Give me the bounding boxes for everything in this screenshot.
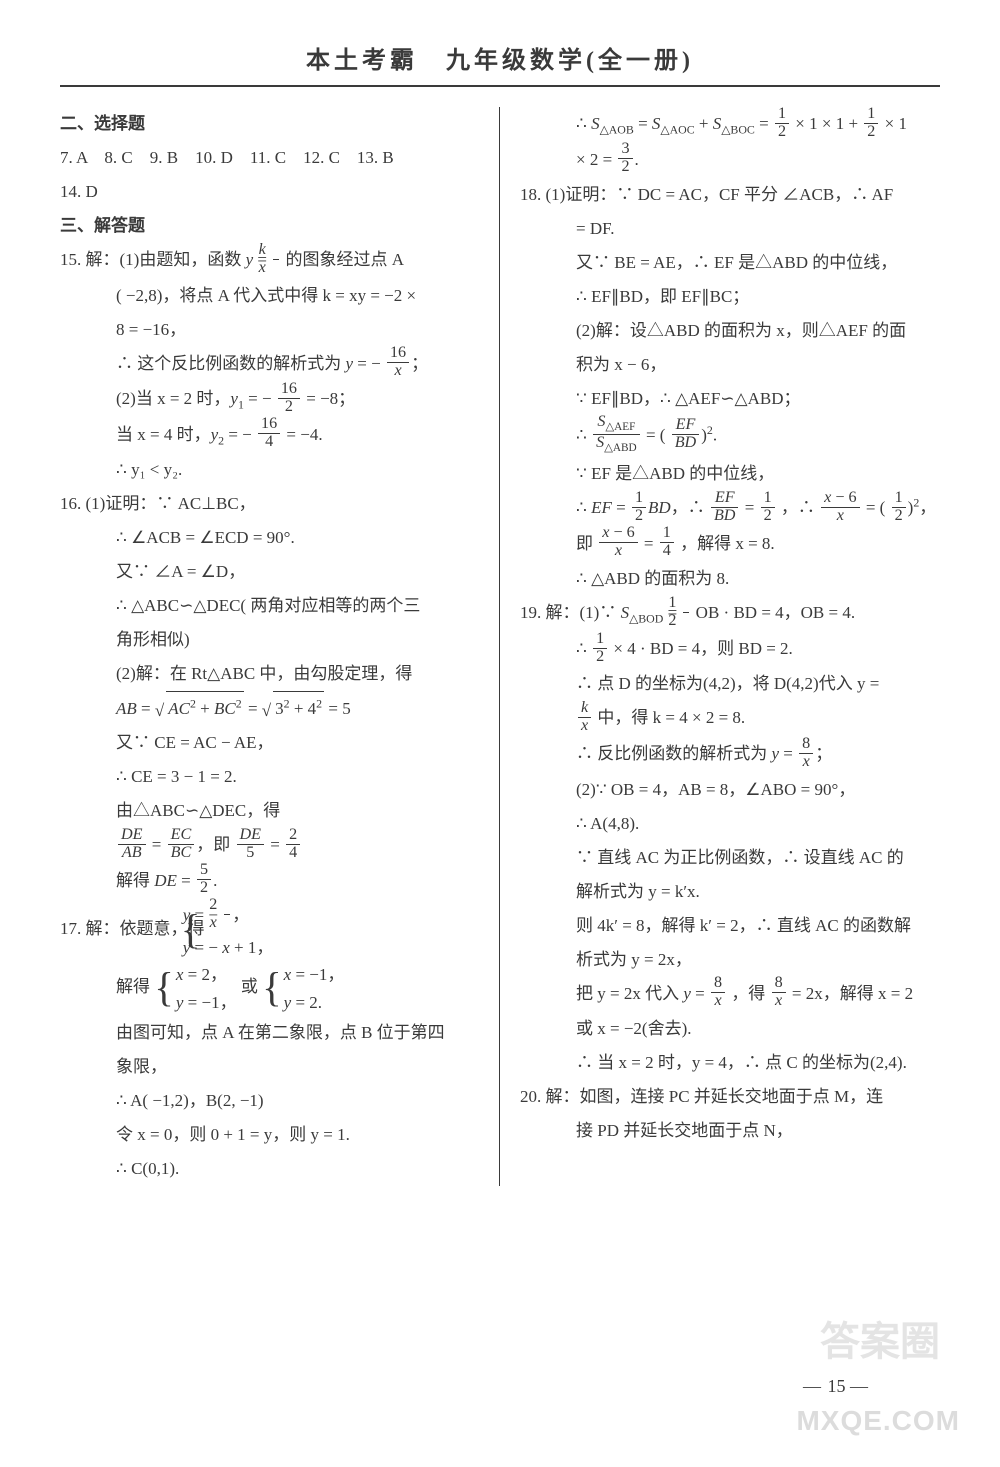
fraction: 52 xyxy=(197,862,211,897)
fraction: 12 xyxy=(864,106,878,141)
mc-answers-1: 7. A 8. C 9. B 10. D 11. C 12. C 13. B xyxy=(60,141,479,175)
q16-line4: ∴ △ABC∽△DEC( 两角对应相等的两个三 xyxy=(60,589,479,623)
q20-line1: 20. 解：如图，连接 PC 并延长交地面于点 M，连 xyxy=(520,1080,940,1114)
q15-line4: ∴ 这个反比例函数的解析式为 y = − 16x； xyxy=(60,347,479,383)
equation-system: { x = 2，y = −1， xyxy=(154,961,236,1015)
q18-line5: (2)解：设△ABD 的面积为 x，则△AEF 的面 xyxy=(520,314,940,348)
page-header: 本土考霸 九年级数学(全一册) xyxy=(60,40,940,87)
q17-line6: ∴ A( −1,2)，B(2, −1) xyxy=(60,1084,479,1118)
q20-line2: 接 PD 并延长交地面于点 N， xyxy=(520,1114,940,1148)
q16-line12: 解得 DE = 52. xyxy=(60,864,479,900)
q15-line2: ( −2,8)，将点 A 代入式中得 k = xy = −2 × xyxy=(60,279,479,313)
q19-line12: 把 y = 2x 代入 y = 8x ，得 8x = 2x，解得 x = 2 xyxy=(520,977,940,1013)
q19-line9: 解析式为 y = k′x. xyxy=(520,875,940,909)
equation-system: { y = − 2x， y = − x + 1， xyxy=(209,899,274,961)
fraction: kx xyxy=(273,242,279,277)
fraction: 12 xyxy=(593,631,607,666)
fraction: 32 xyxy=(618,141,632,176)
r-line2: × 2 = 32. xyxy=(520,143,940,179)
q19-line8: ∵ 直线 AC 为正比例函数，∴ 设直线 AC 的 xyxy=(520,841,940,875)
q15-line5: (2)当 x = 2 时，y1 = − 162 = −8； xyxy=(60,382,479,418)
fraction: 12 xyxy=(775,106,789,141)
watermark-url: MXQE.COM xyxy=(796,1405,960,1437)
q18-line9: ∵ EF 是△ABD 的中位线， xyxy=(520,457,940,491)
q16-line7: AB = √AC2 + BC2 = √32 + 42 = 5 xyxy=(60,691,479,726)
q17-line4: 由图可知，点 A 在第二象限，点 B 位于第四 xyxy=(60,1016,479,1050)
q19-line4: kx 中，得 k = 4 × 2 = 8. xyxy=(520,701,940,737)
fraction: S△AEFS△ABD xyxy=(593,414,640,455)
q18-line12: ∴ △ABD 的面积为 8. xyxy=(520,562,940,596)
q19-line13: 或 x = −2(舍去). xyxy=(520,1012,940,1046)
equation-system: { x = −1，y = 2. xyxy=(262,961,344,1015)
section-2-title: 二、选择题 xyxy=(60,107,479,141)
fraction: 12 xyxy=(761,490,775,525)
r-line1: ∴ S△AOB = S△AOC + S△BOC = 12 × 1 × 1 + 1… xyxy=(520,107,940,143)
q16-line9: ∴ CE = 3 − 1 = 2. xyxy=(60,760,479,794)
q18-line7: ∵ EF∥BD，∴ △AEF∽△ABD； xyxy=(520,382,940,416)
left-column: 二、选择题 7. A 8. C 9. B 10. D 11. C 12. C 1… xyxy=(60,107,500,1186)
fraction: x − 6x xyxy=(821,490,859,525)
page-number: — 15 — xyxy=(803,1376,870,1397)
right-column: ∴ S△AOB = S△AOC + S△BOC = 12 × 1 × 1 + 1… xyxy=(500,107,940,1186)
fraction: 8x xyxy=(799,736,813,771)
fraction: kx xyxy=(578,700,591,735)
q18-line6: 积为 x − 6， xyxy=(520,348,940,382)
fraction: 12 xyxy=(892,490,906,525)
q15-line6: 当 x = 4 时，y2 = − 164 = −4. xyxy=(60,418,479,454)
fraction: DE5 xyxy=(237,827,265,862)
page-container: 本土考霸 九年级数学(全一册) 二、选择题 7. A 8. C 9. B 10.… xyxy=(0,0,1000,1216)
q17-line7: 令 x = 0，则 0 + 1 = y，则 y = 1. xyxy=(60,1118,479,1152)
q16-line1: 16. (1)证明：∵ AC⊥BC， xyxy=(60,487,479,521)
q16-line8: 又∵ CE = AC − AE， xyxy=(60,726,479,760)
q19-line5: ∴ 反比例函数的解析式为 y = 8x； xyxy=(520,737,940,773)
q16-line11: DEAB = ECBC，即 DE5 = 24 xyxy=(60,828,479,864)
fraction: x − 6x xyxy=(599,525,637,560)
q18-line11: 即 x − 6x = 14 ，解得 x = 8. xyxy=(520,527,940,563)
fraction: EFBD xyxy=(672,417,700,452)
q16-line5: 角形相似) xyxy=(60,623,479,657)
fraction: ECBC xyxy=(168,827,195,862)
q16-line6: (2)解：在 Rt△ABC 中，由勾股定理，得 xyxy=(60,657,479,691)
q19-line2: ∴ 12 × 4 · BD = 4，则 BD = 2. xyxy=(520,632,940,668)
fraction: 24 xyxy=(286,827,300,862)
q18-line2: = DF. xyxy=(520,212,940,246)
fraction: 8x xyxy=(711,975,725,1010)
q17-line8: ∴ C(0,1). xyxy=(60,1152,479,1186)
q15-line1: 15. 解：(1)由题知，函数 y = kx 的图象经过点 A xyxy=(60,243,479,279)
q19-line10: 则 4k′ = 8，解得 k′ = 2，∴ 直线 AC 的函数解 xyxy=(520,909,940,943)
q19-line3: ∴ 点 D 的坐标为(4,2)，将 D(4,2)代入 y = xyxy=(520,667,940,701)
fraction: 162 xyxy=(278,381,300,416)
fraction: 12 xyxy=(683,595,689,630)
q18-line4: ∴ EF∥BD，即 EF∥BC； xyxy=(520,280,940,314)
q16-line3: 又∵ ∠A = ∠D， xyxy=(60,555,479,589)
section-3-title: 三、解答题 xyxy=(60,209,479,243)
two-column-layout: 二、选择题 7. A 8. C 9. B 10. D 11. C 12. C 1… xyxy=(60,107,940,1186)
q15-line3: 8 = −16， xyxy=(60,313,479,347)
q19-line7: ∴ A(4,8). xyxy=(520,807,940,841)
q18-line1: 18. (1)证明：∵ DC = AC，CF 平分 ∠ACB，∴ AF xyxy=(520,178,940,212)
q18-line8: ∴ S△AEFS△ABD = ( EFBD)2. xyxy=(520,416,940,457)
q19-line6: (2)∵ OB = 4，AB = 8，∠ABO = 90°， xyxy=(520,773,940,807)
fraction: 164 xyxy=(258,416,280,451)
q19-line14: ∴ 当 x = 2 时，y = 4，∴ 点 C 的坐标为(2,4). xyxy=(520,1046,940,1080)
q19-line11: 析式为 y = 2x， xyxy=(520,943,940,977)
q17-line5: 象限， xyxy=(60,1050,479,1084)
q19-line1: 19. 解：(1)∵ S△BOD = 12 OB · BD = 4，OB = 4… xyxy=(520,596,940,632)
q17-line1: 17. 解：依题意，得 { y = − 2x， y = − x + 1， xyxy=(60,899,479,961)
fraction: DEAB xyxy=(118,827,146,862)
q18-line3: 又∵ BE = AE，∴ EF 是△ABD 的中位线， xyxy=(520,246,940,280)
q16-line10: 由△ABC∽△DEC，得 xyxy=(60,794,479,828)
fraction: 16x xyxy=(387,345,409,380)
fraction: EFBD xyxy=(711,490,739,525)
fraction: 12 xyxy=(632,490,646,525)
fraction: 8x xyxy=(772,975,786,1010)
q16-line2: ∴ ∠ACB = ∠ECD = 90°. xyxy=(60,521,479,555)
watermark-badge: 答案圈 xyxy=(820,1309,940,1367)
mc-answers-2: 14. D xyxy=(60,175,479,209)
q17-line3: 解得 { x = 2，y = −1， 或 { x = −1，y = 2. xyxy=(60,961,479,1015)
fraction: 14 xyxy=(660,525,674,560)
q15-line7: ∴ y₁ < y₂. xyxy=(60,453,479,487)
q18-line10: ∴ EF = 12BD，∴ EFBD = 12 ，∴ x − 6x = ( 12… xyxy=(520,491,940,527)
